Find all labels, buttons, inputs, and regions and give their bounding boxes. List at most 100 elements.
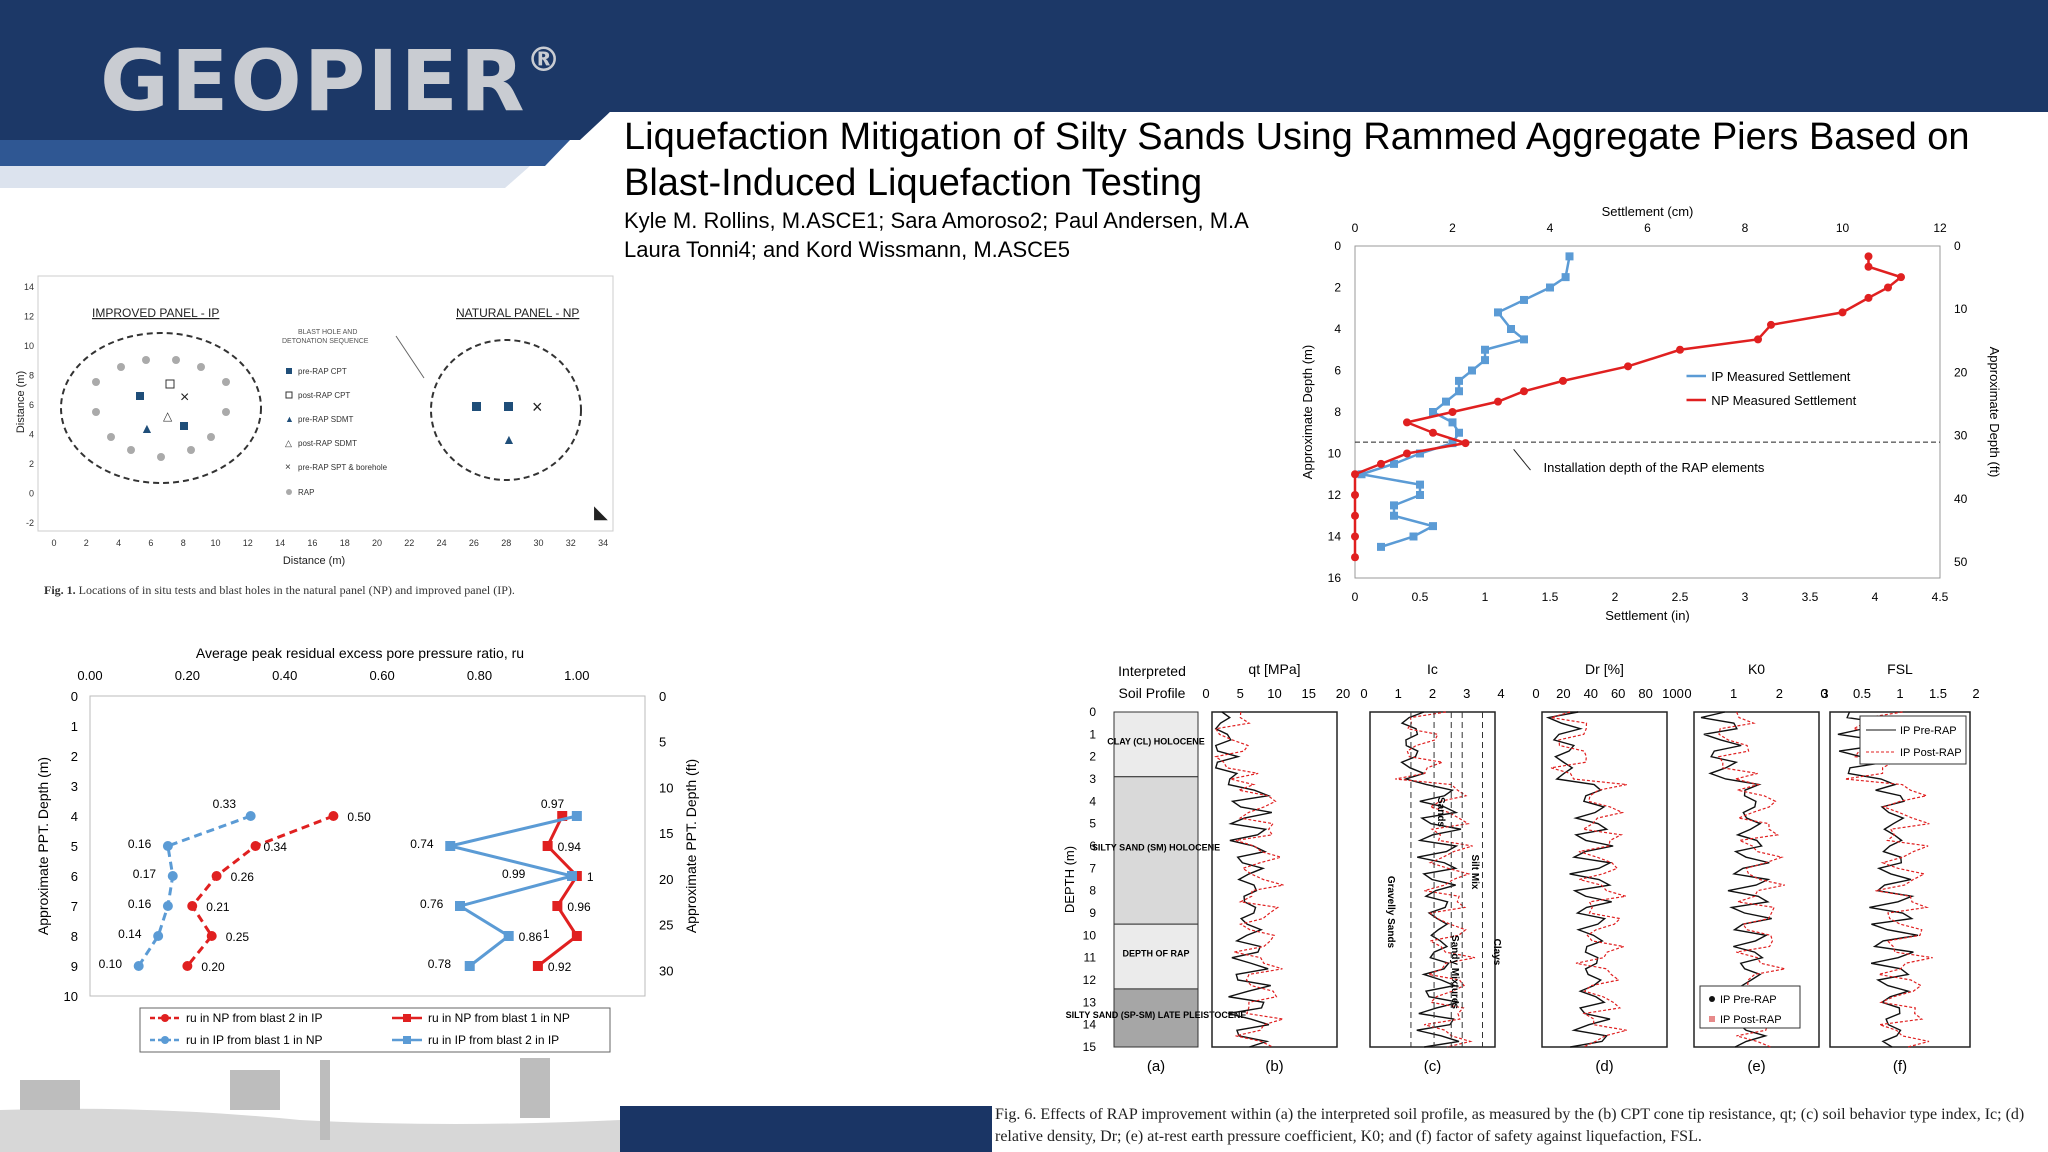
legend-f-label: IP Pre-RAP — [1900, 725, 1957, 737]
ru-y2tick: 5 — [659, 735, 666, 750]
ru-point — [328, 811, 339, 821]
fig6-col-tick: 0 — [1360, 686, 1367, 701]
fig6-col-tick: 0.5 — [1853, 686, 1871, 701]
ru-ytick: 10 — [64, 989, 78, 1004]
fig6-ytick: 0 — [1089, 705, 1096, 719]
fig6-trace-pre — [1545, 711, 1614, 1048]
legend-pre-sdmt: pre-RAP SDMT — [298, 415, 354, 424]
fig6-col-head: Ic — [1427, 661, 1438, 677]
svg-text:△: △ — [285, 438, 292, 448]
settle-point — [1494, 397, 1502, 406]
fig6-col-tick: 3 — [1463, 686, 1470, 701]
settle-ytick: 8 — [1334, 405, 1341, 419]
settle-point — [1429, 522, 1437, 531]
fig6-ytick: 15 — [1083, 1040, 1097, 1054]
settle-point — [1416, 480, 1424, 489]
ru-data-label: 0.86 — [519, 930, 543, 944]
legend-pre-cpt: pre-RAP CPT — [298, 367, 347, 376]
ic-zone-label: Sands — [1435, 797, 1446, 827]
annotation-arrow — [1513, 449, 1531, 471]
fig6-col-head: FSL — [1887, 661, 1913, 677]
north-arrow-icon: ◣ — [594, 502, 608, 522]
settle-point — [1754, 335, 1762, 344]
rap-dot — [92, 378, 100, 386]
rap-dot — [127, 446, 135, 454]
fig1-ytick: 0 — [29, 489, 34, 499]
legend-post-sdmt: post-RAP SDMT — [298, 439, 357, 448]
settle-point — [1416, 491, 1424, 499]
fig6-ytick: 10 — [1083, 928, 1097, 942]
settle-y2tick: 0 — [1954, 239, 1961, 253]
fig6-ytick: 8 — [1089, 884, 1096, 898]
fig6-ytick: 12 — [1083, 973, 1097, 987]
ru-data-label: 1 — [587, 870, 594, 884]
fig1-xtick: 16 — [307, 538, 317, 548]
settle-annotation: Installation depth of the RAP elements — [1544, 460, 1765, 475]
fig6-ytick: 4 — [1089, 794, 1096, 808]
fig6-col-tick: 1 — [1730, 686, 1737, 701]
ru-point — [245, 811, 256, 821]
settle-point — [1403, 449, 1411, 458]
settle-title: Settlement (cm) — [1602, 204, 1694, 219]
settlement-chart: Settlement (cm) Settlement (in) Approximat… — [1300, 204, 2000, 623]
fig6-trace-pre — [1214, 711, 1272, 1048]
settle-bottom-tick: 1.5 — [1542, 590, 1559, 604]
ru-ytick: 5 — [71, 839, 78, 854]
ru-ytick: 2 — [71, 749, 78, 764]
fig6-col-letter: (d) — [1595, 1058, 1613, 1075]
ru-ytick: 3 — [71, 779, 78, 794]
settle-y2label: Approximate Depth (ft) — [1987, 347, 2000, 478]
ru-y2tick: 0 — [659, 689, 666, 704]
fig1-ytick: 6 — [29, 400, 34, 410]
settle-point — [1520, 335, 1528, 344]
settle-point — [1559, 376, 1567, 385]
soil-layer-label: DEPTH OF RAP — [1122, 949, 1189, 959]
rap-dot — [222, 408, 230, 416]
fig1-ytick: 10 — [24, 341, 34, 351]
ru-y2tick: 30 — [659, 963, 673, 978]
ic-zone-label: Gravelly Sands — [1385, 876, 1396, 949]
settle-point — [1676, 345, 1684, 354]
fig6-panel-frame — [1211, 711, 1338, 1048]
fig1-xtick: 32 — [566, 538, 576, 548]
settle-y2tick: 20 — [1954, 365, 1968, 379]
settle-top-tick: 12 — [1933, 221, 1947, 235]
rap-dot — [157, 453, 165, 461]
fig6-ytick: 5 — [1089, 817, 1096, 831]
paper-authors: Kyle M. Rollins, M.ASCE1; Sara Amoroso2;… — [624, 206, 1274, 264]
settle-top-tick: 0 — [1352, 221, 1359, 235]
settle-point — [1565, 252, 1574, 261]
settle-point — [1461, 439, 1470, 448]
fig6-ytick: 2 — [1089, 750, 1096, 764]
ru-data-label: 0.96 — [567, 900, 591, 914]
fig1-xtick: 12 — [243, 538, 253, 548]
settle-point — [1494, 308, 1502, 317]
ru-point — [162, 901, 173, 911]
ru-data-label: 0.34 — [264, 840, 288, 854]
geopier-logo: GEOPIER® — [100, 32, 563, 130]
ru-series-line — [536, 815, 579, 968]
fig1-caption: Fig. 1. Locations of in situ tests and b… — [44, 583, 515, 597]
ru-title: Average peak residual excess pore pressu… — [196, 645, 524, 661]
settle-ytick: 16 — [1328, 571, 1342, 585]
ru-series-line — [186, 814, 334, 967]
panel-ip-label: IMPROVED PANEL - IP — [92, 306, 219, 320]
fig6-col-tick: 20 — [1556, 686, 1570, 701]
fig6-col-letter: (f) — [1893, 1058, 1907, 1075]
rap-dot — [197, 363, 205, 371]
ru-legend-marker — [403, 1014, 411, 1022]
fig6-col-tick: 20 — [1336, 686, 1350, 701]
ru-ytick: 0 — [71, 689, 78, 704]
fig6-col-head: K0 — [1748, 661, 1765, 677]
settle-point — [1864, 262, 1873, 271]
rap-dot — [222, 378, 230, 386]
fig6-trace-post — [1214, 711, 1284, 1048]
svg-text:×: × — [180, 389, 189, 406]
settle-y2tick: 10 — [1954, 302, 1968, 316]
fig6-legend-e — [1699, 985, 1801, 1029]
ru-point — [445, 841, 456, 851]
fig1-xtick: 28 — [501, 538, 511, 548]
rap-dot — [142, 356, 150, 364]
legend-e-marker — [1709, 1016, 1715, 1022]
blast-label-2: DETONATION SEQUENCE — [282, 338, 369, 345]
